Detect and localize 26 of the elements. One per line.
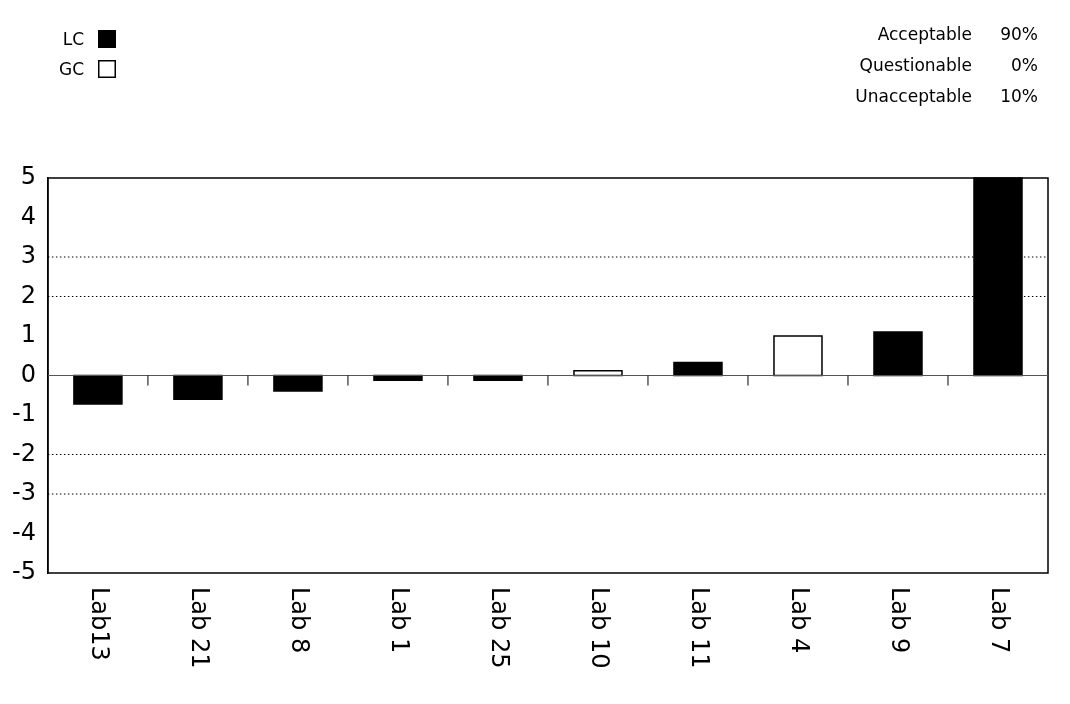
x-tick-label: Lab 25 (485, 587, 514, 669)
x-tick-label: Lab 4 (785, 587, 814, 654)
y-tick-label: -2 (11, 438, 36, 467)
y-tick-label: 3 (20, 241, 36, 270)
text: Questionable 0% (859, 55, 1038, 75)
x-tick-label: Lab 7 (985, 587, 1014, 654)
x-tick-label: Lab 9 (885, 587, 914, 654)
y-tick-label: -5 (11, 557, 36, 586)
legend-label: LC (61, 29, 84, 49)
x-tick-label: Lab 21 (185, 587, 214, 669)
x-tick-label: Lab 11 (685, 587, 714, 669)
y-tick-label: 0 (20, 359, 36, 388)
y-tick-label: 1 (20, 320, 36, 349)
y-tick-label: 5 (20, 162, 36, 191)
y-tick-label: 4 (20, 201, 36, 230)
y-tick-label: 2 (20, 280, 36, 309)
legend-label: GC (57, 59, 84, 79)
x-tick-label: Lab13 (85, 587, 114, 661)
text: Acceptable 90% (877, 24, 1038, 44)
y-tick-label: -4 (11, 517, 36, 546)
x-tick-label: Lab 8 (285, 587, 314, 654)
y-tick-label: -1 (11, 399, 36, 428)
y-tick-label: -3 (11, 478, 36, 507)
text: Unacceptable 10% (855, 86, 1038, 106)
x-tick-label: Lab 1 (385, 587, 414, 654)
x-tick-label: Lab 10 (585, 587, 614, 669)
